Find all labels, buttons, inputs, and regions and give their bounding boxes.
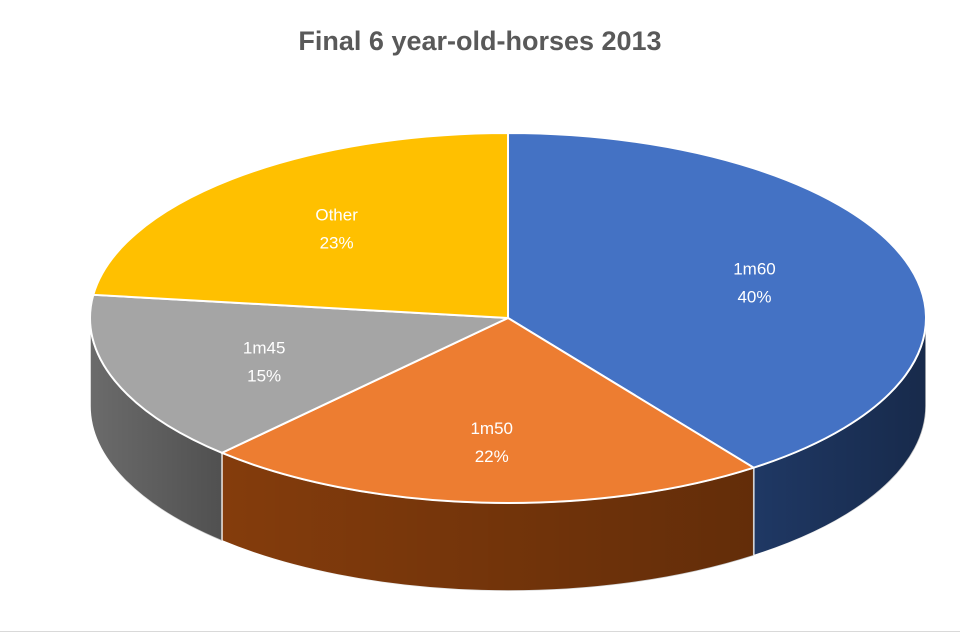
slice-label-1m50: 1m50 <box>470 419 513 438</box>
slice-value-1m45: 15% <box>247 366 281 385</box>
chart-bottom-border <box>0 631 960 632</box>
pie-slice-1m50[interactable] <box>220 317 755 504</box>
pie-side-shade-1m45 <box>90 318 222 541</box>
pie-side-shade-1m60 <box>753 318 926 556</box>
slice-label-1m60: 1m60 <box>733 259 776 278</box>
pie-labels: 1m60 40% 1m50 22% 1m45 15% Other 23% <box>243 205 776 465</box>
chart-title: Final 6 year-old-horses 2013 <box>298 26 662 56</box>
pie-slice-1m60[interactable] <box>507 132 927 469</box>
slice-value-other: 23% <box>320 233 354 252</box>
pie-side-shade-1m50 <box>221 452 754 591</box>
pie-slice-1m45[interactable] <box>89 293 509 454</box>
pie-slice-other[interactable] <box>92 132 509 319</box>
slice-label-other: Other <box>315 205 358 224</box>
pie-tops <box>89 132 927 504</box>
slice-value-1m60: 40% <box>737 287 771 306</box>
pie-sides <box>89 317 927 592</box>
slice-value-1m50: 22% <box>475 447 509 466</box>
slice-label-1m45: 1m45 <box>243 338 286 357</box>
